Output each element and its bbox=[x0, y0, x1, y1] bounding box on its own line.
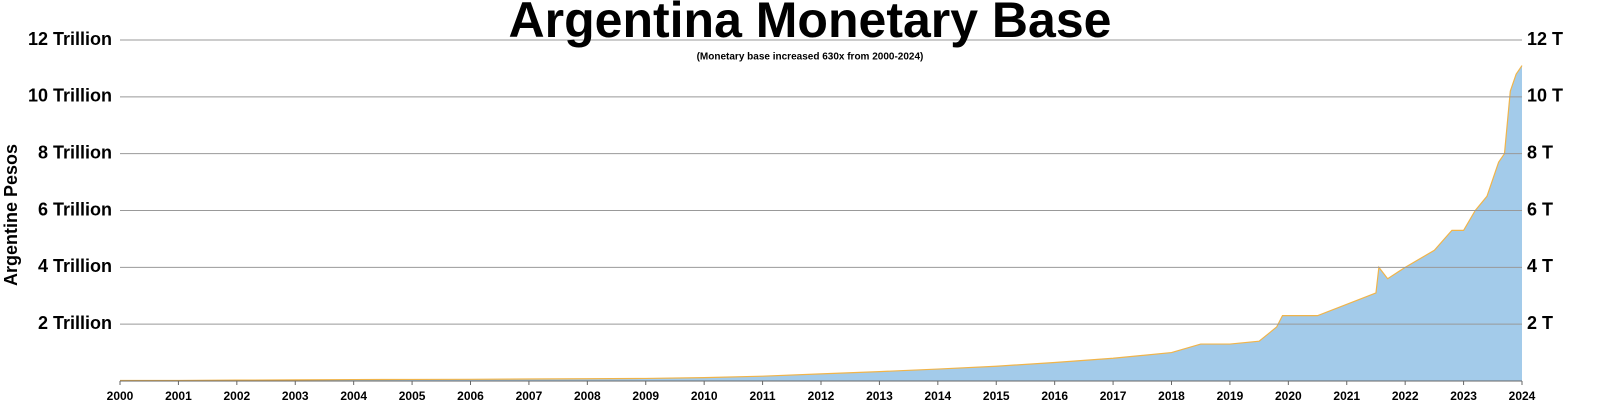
x-tick-label: 2013 bbox=[866, 389, 893, 403]
x-tick-label: 2024 bbox=[1509, 389, 1536, 403]
x-tick-label: 2005 bbox=[399, 389, 426, 403]
x-tick-label: 2020 bbox=[1275, 389, 1302, 403]
x-tick-label: 2023 bbox=[1450, 389, 1477, 403]
y2-tick-label: 4 T bbox=[1527, 256, 1553, 276]
y2-tick-label: 6 T bbox=[1527, 199, 1553, 219]
x-tick-label: 2009 bbox=[632, 389, 659, 403]
x-tick-label: 2007 bbox=[516, 389, 543, 403]
y2-tick-label: 12 T bbox=[1527, 29, 1563, 49]
x-tick-label: 2001 bbox=[165, 389, 192, 403]
chart-subtitle: (Monetary base increased 630x from 2000-… bbox=[697, 52, 924, 63]
x-tick-label: 2010 bbox=[691, 389, 718, 403]
y-tick-label: 4 Trillion bbox=[38, 256, 112, 276]
x-tick-label: 2015 bbox=[983, 389, 1010, 403]
x-tick-label: 2003 bbox=[282, 389, 309, 403]
y-tick-label: 2 Trillion bbox=[38, 313, 112, 333]
y-tick-label: 12 Trillion bbox=[28, 29, 112, 49]
x-tick-label: 2022 bbox=[1392, 389, 1419, 403]
x-tick-label: 2018 bbox=[1158, 389, 1185, 403]
x-tick-label: 2008 bbox=[574, 389, 601, 403]
y2-tick-label: 2 T bbox=[1527, 313, 1553, 333]
y-axis-label: Argentine Pesos bbox=[1, 144, 21, 286]
area bbox=[120, 65, 1522, 381]
y-tick-label: 8 Trillion bbox=[38, 142, 112, 162]
y-tick-label: 6 Trillion bbox=[38, 199, 112, 219]
y-tick-label: 10 Trillion bbox=[28, 86, 112, 106]
x-tick-label: 2002 bbox=[223, 389, 250, 403]
x-tick-label: 2006 bbox=[457, 389, 484, 403]
x-tick-label: 2019 bbox=[1217, 389, 1244, 403]
x-tick-label: 2016 bbox=[1041, 389, 1068, 403]
y2-tick-label: 10 T bbox=[1527, 86, 1563, 106]
x-tick-label: 2004 bbox=[340, 389, 367, 403]
x-tick-label: 2012 bbox=[808, 389, 835, 403]
area-line bbox=[119, 65, 1523, 382]
x-tick-label: 2000 bbox=[107, 389, 134, 403]
x-tick-label: 2014 bbox=[924, 389, 951, 403]
x-tick-label: 2017 bbox=[1100, 389, 1127, 403]
chart-title: Argentina Monetary Base bbox=[509, 0, 1112, 48]
x-tick-label: 2011 bbox=[750, 389, 776, 403]
x-tick-label: 2021 bbox=[1333, 389, 1360, 403]
y2-tick-label: 8 T bbox=[1527, 142, 1553, 162]
